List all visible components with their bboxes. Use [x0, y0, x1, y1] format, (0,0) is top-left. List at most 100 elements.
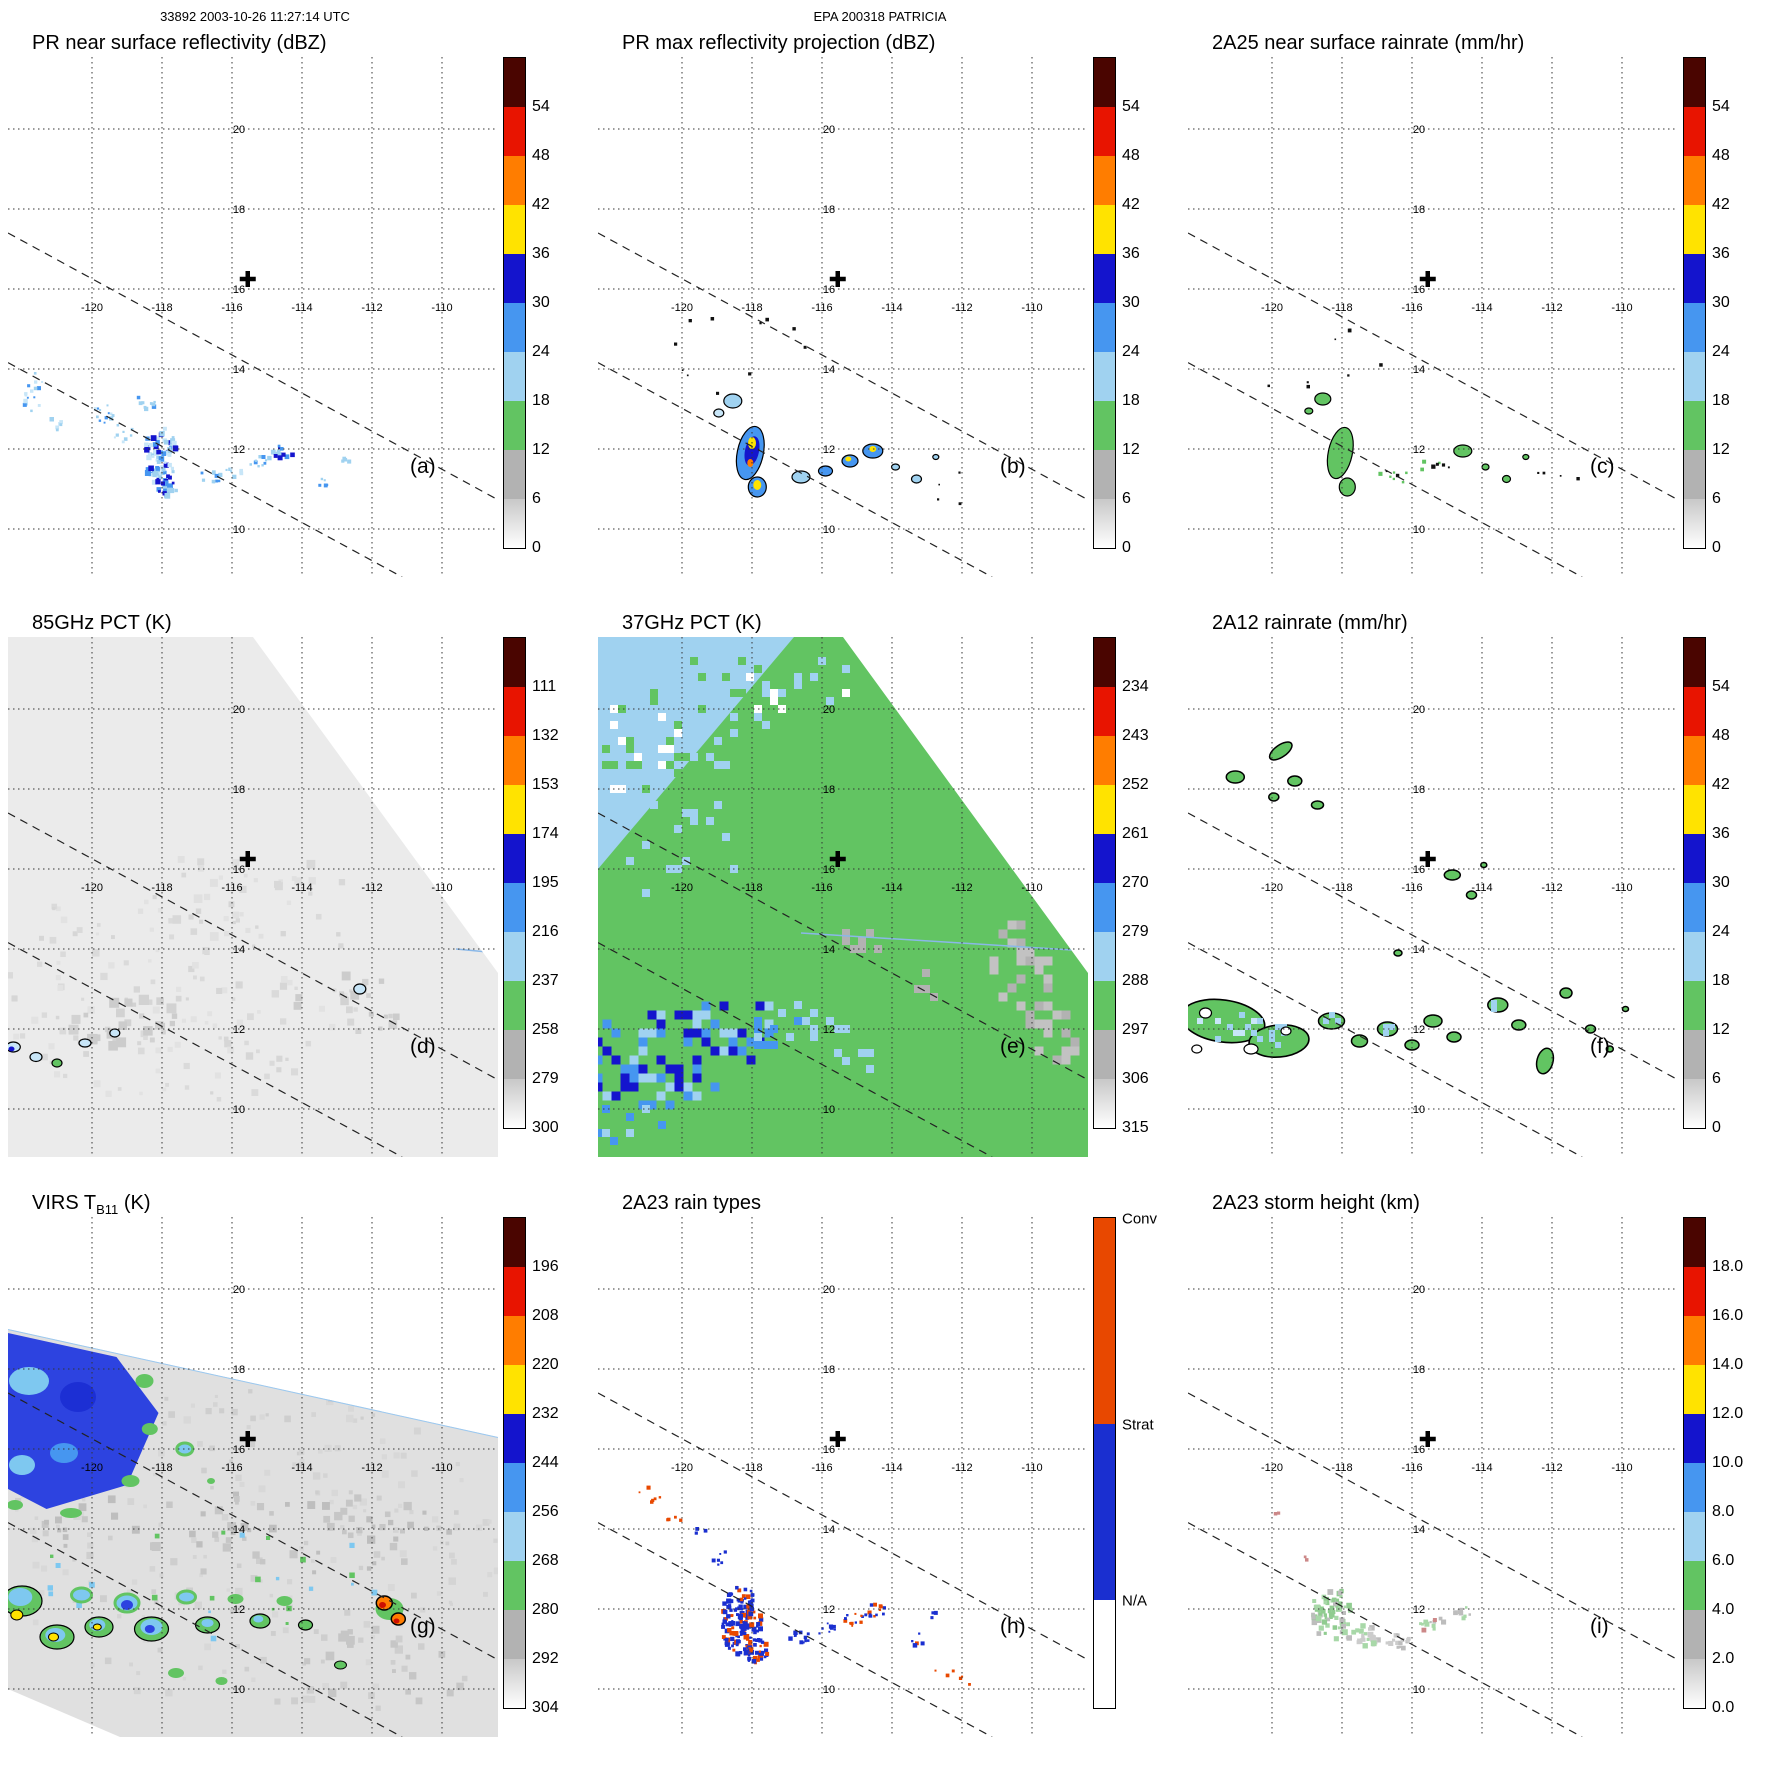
colorbar-tick-label: 30	[1122, 294, 1140, 311]
colorbar-tick-label: 36	[1712, 825, 1730, 842]
colorbar-segment	[1094, 303, 1115, 352]
storm-center-cross	[829, 1431, 846, 1447]
svg-text:20: 20	[1413, 124, 1425, 136]
swath-edge-lines	[1188, 232, 1678, 577]
colorbar-segment	[504, 1463, 525, 1512]
svg-text:-114: -114	[1471, 1462, 1492, 1474]
colorbar-wrap: 111 132 153 174 195 216 237 258 279 300	[503, 637, 581, 1157]
colorbar-segment	[1684, 352, 1705, 401]
colorbar-labels: 54 48 42 36 30 24 18 12 6 0	[1712, 58, 1760, 556]
panel-h: 2A23 rain types -120 -118 -116 -114 -112 -110…	[590, 1190, 1180, 1770]
colorbar-tick-label: 270	[1122, 874, 1149, 891]
colorbar-segment	[1094, 1030, 1115, 1079]
colorbar-tick-label: 0	[532, 539, 541, 556]
colorbar-segment	[1684, 883, 1705, 932]
colorbar-tick-label: 232	[532, 1405, 559, 1422]
svg-text:16: 16	[823, 1444, 835, 1456]
lat-lon-grid	[1188, 637, 1678, 1157]
panel-title: VIRS TB11 (K)	[32, 1192, 151, 1217]
lat-labels: 10 12 14 16 18 20	[1413, 124, 1425, 536]
storm-center-cross	[1419, 1431, 1436, 1447]
colorbar	[1093, 57, 1116, 549]
colorbar	[503, 1217, 526, 1709]
colorbar-segment	[1094, 883, 1115, 932]
colorbar-tick-label: 297	[1122, 1021, 1149, 1038]
colorbar	[1093, 637, 1116, 1129]
colorbar-segment	[1684, 981, 1705, 1030]
svg-text:-116: -116	[811, 882, 832, 894]
colorbar-segment	[1684, 1414, 1705, 1463]
colorbar-tick-label: 30	[1712, 294, 1730, 311]
panel-b: PR max reflectivity projection (dBZ) -12…	[590, 30, 1180, 610]
colorbar-segment	[1094, 1079, 1115, 1128]
colorbar-segment	[1094, 785, 1115, 834]
panel-title: PR max reflectivity projection (dBZ)	[622, 32, 936, 54]
colorbar-segment	[1684, 736, 1705, 785]
colorbar-tick-label: 24	[1122, 343, 1140, 360]
colorbar-tick-label: 306	[1122, 1070, 1149, 1087]
svg-text:-118: -118	[151, 302, 172, 314]
lat-labels: 10 12 14 16 18 20	[233, 704, 245, 1116]
data-features	[1267, 328, 1580, 497]
colorbar-tick-label: 6	[1122, 490, 1131, 507]
colorbar-labels: 18.0 16.0 14.0 12.0 10.0 8.0 6.0 4.0 2.0 0.0	[1712, 1218, 1760, 1716]
panel-title: 2A25 near surface rainrate (mm/hr)	[1212, 32, 1525, 54]
svg-text:-116: -116	[221, 882, 242, 894]
svg-text:-112: -112	[951, 302, 972, 314]
colorbar-segment	[1094, 1218, 1115, 1424]
colorbar-segment	[504, 499, 525, 548]
lat-lon-grid	[598, 1217, 1088, 1737]
svg-text:18: 18	[823, 1364, 835, 1376]
colorbar-tick-label: 10.0	[1712, 1454, 1744, 1471]
svg-text:18: 18	[233, 204, 245, 216]
colorbar-tick-label: 54	[532, 98, 550, 115]
colorbar-labels: 111 132 153 174 195 216 237 258 279 300	[532, 638, 580, 1136]
colorbar-segment	[504, 254, 525, 303]
data-features	[1273, 1511, 1471, 1651]
colorbar-zone-label: Strat	[1122, 1416, 1154, 1434]
swath-edge-lines	[8, 232, 498, 577]
colorbar-labels: 196 208 220 232 244 256 268 280 292 304	[532, 1218, 580, 1716]
panel-body: -120 -118 -116 -114 -112 -110 10 12 14 16 18 20 (g) …	[8, 1217, 590, 1737]
svg-text:14: 14	[823, 364, 835, 376]
colorbar-segment	[1094, 156, 1115, 205]
svg-text:-120: -120	[671, 302, 693, 314]
colorbar	[503, 57, 526, 549]
svg-text:-120: -120	[671, 882, 693, 894]
svg-text:-118: -118	[741, 1462, 762, 1474]
colorbar-segment	[504, 58, 525, 107]
svg-text:-110: -110	[1021, 302, 1042, 314]
colorbar-tick-label: 279	[1122, 923, 1149, 940]
svg-text:12: 12	[823, 1024, 835, 1036]
data-features	[638, 1485, 971, 1686]
map-canvas: -120 -118 -116 -114 -112 -110 10 12 14 16 18 20 (e)	[598, 637, 1088, 1157]
colorbar	[1683, 57, 1706, 549]
colorbar-segment	[1684, 638, 1705, 687]
colorbar-tick-label: 42	[532, 196, 550, 213]
svg-text:20: 20	[823, 124, 835, 136]
panel-title: 2A12 rainrate (mm/hr)	[1212, 612, 1408, 634]
colorbar-tick-label: 268	[532, 1552, 559, 1569]
colorbar-segment	[1094, 1423, 1115, 1601]
colorbar-tick-label: 6	[1712, 490, 1721, 507]
svg-text:20: 20	[823, 1284, 835, 1296]
data-features	[1188, 741, 1630, 1075]
colorbar-segment	[1094, 736, 1115, 785]
panel-title: 2A23 storm height (km)	[1212, 1192, 1420, 1214]
colorbar-tick-label: 174	[532, 825, 559, 842]
svg-text:-114: -114	[881, 1462, 902, 1474]
colorbar-tick-label: 36	[532, 245, 550, 262]
panels-grid: PR near surface reflectivity (dBZ) -120-…	[0, 30, 1771, 1770]
colorbar-tick-label: 280	[532, 1601, 559, 1618]
colorbar-wrap: 54 48 42 36 30 24 18 12 6 0	[1093, 57, 1171, 577]
colorbar-segment	[1094, 687, 1115, 736]
svg-text:-120: -120	[81, 302, 103, 314]
svg-text:-120: -120	[1261, 882, 1283, 894]
svg-text:18: 18	[1413, 204, 1425, 216]
svg-text:14: 14	[823, 944, 835, 956]
svg-text:-116: -116	[811, 302, 832, 314]
colorbar-wrap: 54 48 42 36 30 24 18 12 6 0	[503, 57, 581, 577]
svg-text:-112: -112	[361, 302, 382, 314]
lat-lon-grid	[598, 57, 1088, 577]
